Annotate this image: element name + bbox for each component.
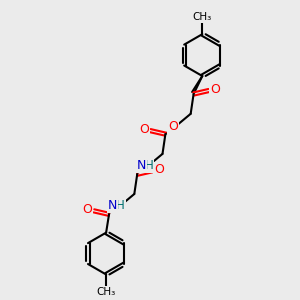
Text: N: N	[136, 159, 146, 172]
Text: O: O	[154, 163, 164, 176]
Text: O: O	[210, 82, 220, 96]
Text: O: O	[139, 123, 149, 136]
Text: H: H	[145, 159, 153, 172]
Text: O: O	[82, 203, 92, 216]
Text: CH₃: CH₃	[193, 12, 212, 22]
Text: N: N	[108, 199, 118, 212]
Text: H: H	[116, 199, 125, 212]
Text: O: O	[168, 120, 178, 133]
Text: CH₃: CH₃	[97, 287, 116, 297]
